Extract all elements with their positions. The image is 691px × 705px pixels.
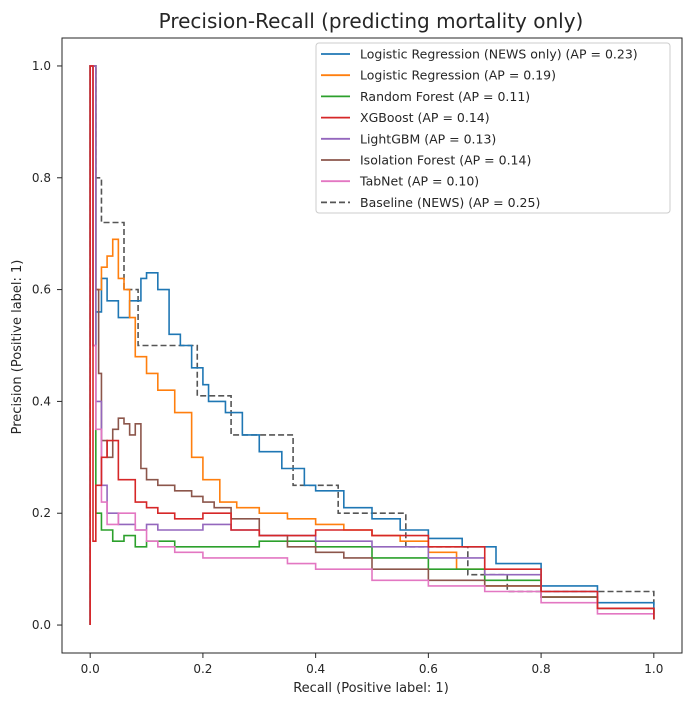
y-tick-label: 0.6 [32, 283, 51, 297]
y-axis-label: Precision (Positive label: 1) [10, 260, 25, 435]
x-tick-label: 0.8 [532, 662, 551, 676]
x-tick-label: 0.2 [193, 662, 212, 676]
series-line-5 [89, 65, 655, 626]
legend-entry: TabNet (AP = 0.10) [359, 174, 479, 189]
y-tick-label: 0.8 [32, 171, 51, 185]
legend: Logistic Regression (NEWS only) (AP = 0.… [315, 42, 671, 214]
x-tick-label: 1.0 [644, 662, 663, 676]
x-tick-label: 0.4 [306, 662, 325, 676]
legend-entry: Logistic Regression (NEWS only) (AP = 0.… [360, 47, 638, 62]
series-line-7 [89, 65, 655, 626]
legend-box [315, 42, 671, 214]
series-line-3 [89, 65, 655, 626]
x-axis-label: Recall (Positive label: 1) [293, 681, 449, 696]
series-line-4 [89, 65, 655, 626]
legend-entry: XGBoost (AP = 0.14) [360, 110, 490, 125]
x-axis: 0.0 0.2 0.4 0.6 0.8 1.0 [81, 653, 663, 676]
y-tick-label: 1.0 [32, 59, 51, 73]
series-lines [89, 65, 655, 626]
x-tick-label: 0.6 [419, 662, 438, 676]
series-line-0 [89, 65, 655, 626]
legend-entry: Random Forest (AP = 0.11) [360, 89, 530, 104]
x-tick-label: 0.0 [81, 662, 100, 676]
y-axis: 0.0 0.2 0.4 0.6 0.8 1.0 [32, 59, 62, 632]
y-tick-label: 0.4 [32, 394, 51, 408]
legend-entry: Logistic Regression (AP = 0.19) [360, 68, 556, 83]
legend-entry: LightGBM (AP = 0.13) [360, 131, 496, 146]
legend-entry: Baseline (NEWS) (AP = 0.25) [360, 195, 540, 210]
chart-title: Precision-Recall (predicting mortality o… [159, 9, 584, 33]
series-line-1 [89, 65, 655, 626]
y-tick-label: 0.2 [32, 506, 51, 520]
legend-entry: Isolation Forest (AP = 0.14) [360, 153, 531, 168]
y-tick-label: 0.0 [32, 618, 51, 632]
